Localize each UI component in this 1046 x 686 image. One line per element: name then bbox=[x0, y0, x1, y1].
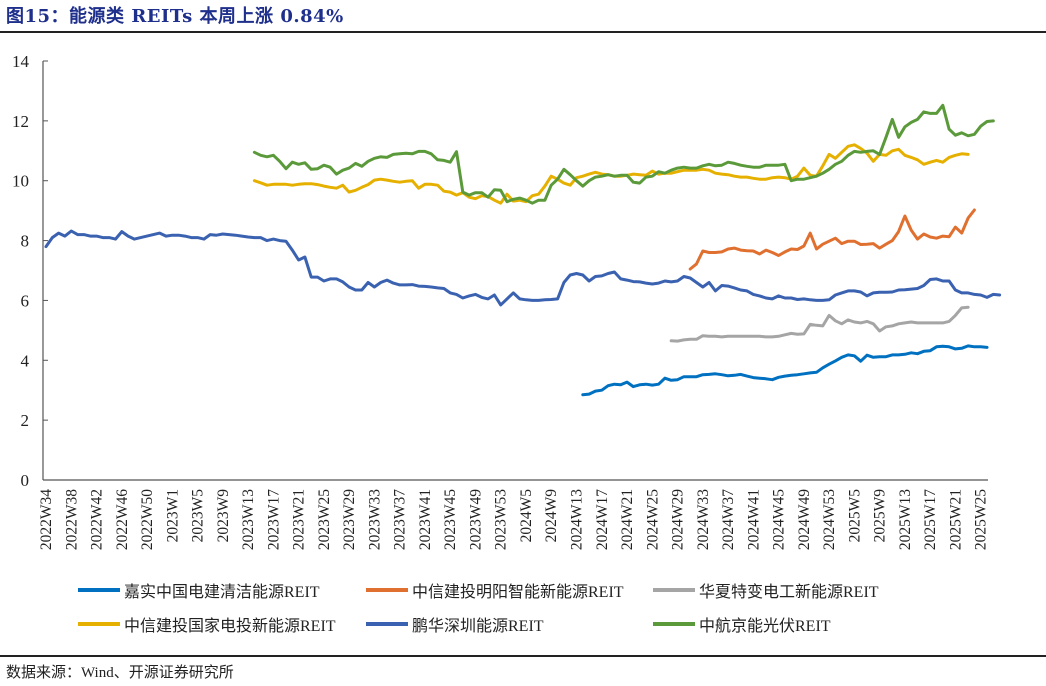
x-tick-label: 2025W25 bbox=[973, 489, 990, 550]
x-tick-label: 2025W21 bbox=[947, 489, 964, 550]
legend-label: 鹏华深圳能源REIT bbox=[412, 618, 544, 635]
y-tick-label: 4 bbox=[21, 351, 30, 370]
title-divider bbox=[0, 31, 1046, 33]
legend-swatch bbox=[366, 622, 408, 626]
x-tick-label: 2024W37 bbox=[720, 489, 737, 550]
legend-swatch bbox=[366, 588, 408, 592]
x-tick-label: 2024W17 bbox=[594, 489, 611, 550]
x-tick-label: 2024W41 bbox=[745, 489, 762, 550]
legend-label: 嘉实中国电建清洁能源REIT bbox=[124, 584, 320, 601]
legend-label: 华夏特变电工新能源REIT bbox=[699, 584, 879, 601]
x-tick-label: 2025W13 bbox=[897, 489, 914, 550]
x-tick-label: 2025W9 bbox=[872, 489, 889, 543]
line-chart: 0 2 4 6 8 10 12 14 2022W34 2022W38 2022W42 2022W46 2… bbox=[12, 52, 1002, 550]
x-tick-label: 2023W9 bbox=[215, 489, 232, 543]
legend-item-shenzhen-energy: 鹏华深圳能源REIT bbox=[366, 612, 544, 636]
legend-item-jingneng-pv: 中航京能光伏REIT bbox=[653, 612, 831, 636]
chart-series bbox=[44, 103, 1002, 397]
x-tick-label: 2022W50 bbox=[139, 489, 156, 550]
x-tick-label: 2023W29 bbox=[341, 489, 358, 550]
x-tick-label: 2022W34 bbox=[38, 489, 55, 550]
x-tick-label: 2024W45 bbox=[771, 489, 788, 550]
data-source-note: 数据来源：Wind、开源证券研究所 bbox=[6, 665, 234, 681]
legend-swatch bbox=[653, 588, 695, 592]
series-line bbox=[688, 208, 976, 271]
y-tick-label: 6 bbox=[21, 291, 30, 310]
x-tick-label: 2023W5 bbox=[190, 489, 207, 543]
legend-swatch bbox=[78, 622, 120, 626]
y-tick-label: 10 bbox=[12, 172, 29, 191]
x-tick-label: 2024W49 bbox=[796, 489, 813, 550]
series-line bbox=[44, 229, 1002, 307]
x-tick-label: 2023W25 bbox=[316, 489, 333, 550]
x-tick-label: 2022W42 bbox=[89, 489, 106, 550]
x-tick-label: 2025W5 bbox=[846, 489, 863, 543]
x-tick-label: 2023W21 bbox=[291, 489, 308, 550]
x-tick-label: 2024W33 bbox=[695, 489, 712, 550]
legend-swatch bbox=[653, 622, 695, 626]
y-tick-label: 0 bbox=[21, 471, 30, 490]
x-tick-label: 2023W13 bbox=[240, 489, 257, 550]
x-tick-label: 2024W21 bbox=[619, 489, 636, 550]
x-tick-label: 2023W1 bbox=[164, 489, 181, 542]
x-tick-label: 2024W13 bbox=[568, 489, 585, 550]
figure-title: 图15：能源类 REITs 本周上涨 0.84% bbox=[6, 6, 344, 27]
y-tick-label: 2 bbox=[21, 411, 30, 430]
legend-label: 中信建投明阳智能新能源REIT bbox=[412, 584, 624, 601]
y-tick-label: 12 bbox=[12, 112, 29, 131]
source-divider bbox=[0, 655, 1046, 657]
x-tick-label: 2024W25 bbox=[644, 489, 661, 550]
legend-label: 中航京能光伏REIT bbox=[699, 618, 831, 635]
legend-item-mingyang: 中信建投明阳智能新能源REIT bbox=[366, 578, 624, 602]
x-tick-label: 2023W49 bbox=[467, 489, 484, 550]
y-tick-label: 8 bbox=[21, 232, 30, 251]
x-tick-label: 2023W33 bbox=[366, 489, 383, 550]
legend-swatch bbox=[78, 588, 120, 592]
legend-label: 中信建投国家电投新能源REIT bbox=[124, 618, 336, 635]
series-line bbox=[252, 103, 995, 205]
x-tick-label: 2022W46 bbox=[114, 489, 131, 550]
series-line bbox=[669, 305, 970, 343]
x-tick-label: 2025W17 bbox=[922, 489, 939, 550]
x-tick-label: 2024W5 bbox=[518, 489, 535, 543]
x-tick-label: 2024W29 bbox=[670, 489, 687, 550]
x-tick-label: 2022W38 bbox=[63, 489, 80, 550]
series-line bbox=[581, 344, 989, 397]
legend-item-spic: 中信建投国家电投新能源REIT bbox=[78, 612, 336, 636]
x-tick-label: 2023W37 bbox=[392, 489, 409, 550]
x-tick-label: 2024W53 bbox=[821, 489, 838, 550]
legend-item-jiashi: 嘉实中国电建清洁能源REIT bbox=[78, 578, 320, 602]
x-tick-label: 2023W45 bbox=[442, 489, 459, 550]
x-tick-label: 2024W9 bbox=[543, 489, 560, 543]
y-tick-label: 14 bbox=[12, 52, 30, 71]
legend-item-tebian: 华夏特变电工新能源REIT bbox=[653, 578, 879, 602]
chart-axes: 0 2 4 6 8 10 12 14 2022W34 2022W38 2022W42 2022W46 2… bbox=[12, 52, 990, 550]
x-tick-label: 2023W17 bbox=[265, 489, 282, 550]
x-tick-label: 2023W53 bbox=[493, 489, 510, 550]
x-tick-label: 2023W41 bbox=[417, 489, 434, 550]
